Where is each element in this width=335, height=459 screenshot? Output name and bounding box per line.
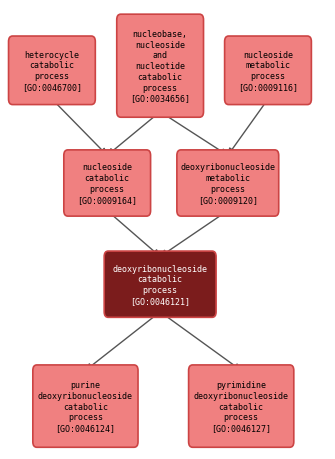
FancyBboxPatch shape [9,37,95,105]
FancyBboxPatch shape [225,37,312,105]
FancyBboxPatch shape [189,365,294,447]
FancyBboxPatch shape [33,365,138,447]
FancyBboxPatch shape [177,151,279,217]
Text: deoxyribonucleoside
metabolic
process
[GO:0009120]: deoxyribonucleoside metabolic process [G… [180,163,275,204]
Text: pyrimidine
deoxyribonucleoside
catabolic
process
[GO:0046127]: pyrimidine deoxyribonucleoside catabolic… [194,380,289,432]
Text: purine
deoxyribonucleoside
catabolic
process
[GO:0046124]: purine deoxyribonucleoside catabolic pro… [38,380,133,432]
Text: nucleoside
catabolic
process
[GO:0009164]: nucleoside catabolic process [GO:0009164… [77,163,137,204]
Text: nucleobase,
nucleoside
and
nucleotide
catabolic
process
[GO:0034656]: nucleobase, nucleoside and nucleotide ca… [130,30,190,103]
Text: deoxyribonucleoside
catabolic
process
[GO:0046121]: deoxyribonucleoside catabolic process [G… [113,264,208,305]
FancyBboxPatch shape [117,15,203,118]
FancyBboxPatch shape [64,151,151,217]
Text: heterocycle
catabolic
process
[GO:0046700]: heterocycle catabolic process [GO:004670… [22,50,82,92]
FancyBboxPatch shape [104,252,216,318]
Text: nucleoside
metabolic
process
[GO:0009116]: nucleoside metabolic process [GO:0009116… [238,50,298,92]
